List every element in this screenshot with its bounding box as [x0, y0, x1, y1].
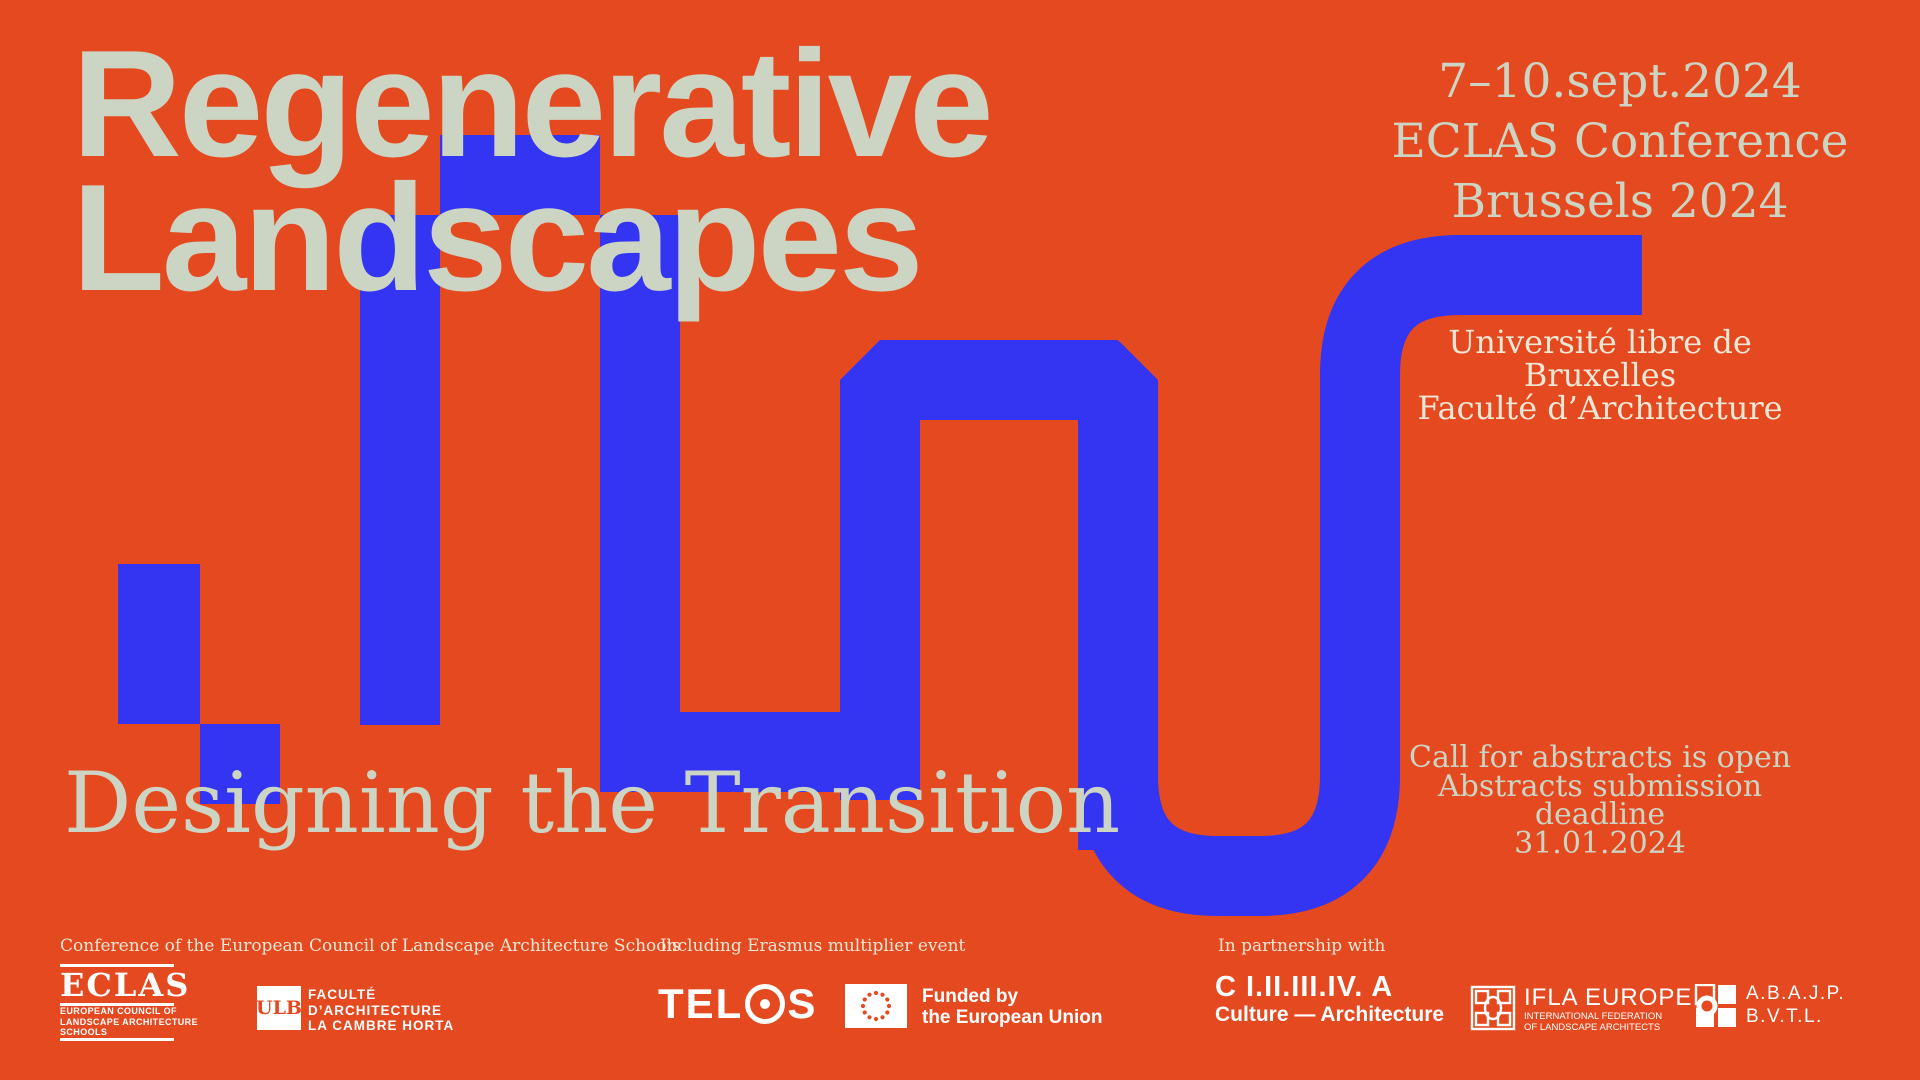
ulb-line1: FACULTÉ	[308, 987, 377, 1002]
eclas-subline1: EUROPEAN COUNCIL OF	[60, 1006, 177, 1016]
abajp-line1: A.B.A.J.P.	[1746, 983, 1846, 1004]
ulb-line3: LA CAMBRE HORTA	[308, 1018, 455, 1033]
ifla-wordmark: IFLA EUROPE	[1524, 984, 1693, 1011]
ulb-faculty-text: FACULTÉ D’ARCHITECTURE LA CAMBRE HORTA	[308, 987, 454, 1034]
poster-title-line1: Regenerative	[72, 19, 994, 189]
call-deadline: 31.01.2024	[1514, 825, 1686, 861]
ifla-subline1: INTERNATIONAL FEDERATION	[1524, 1011, 1663, 1022]
ifla-subline2: OF LANDSCAPE ARCHITECTS	[1524, 1021, 1661, 1033]
eclas-subline2: LANDSCAPE ARCHITECTURE	[60, 1016, 198, 1027]
host-faculty: Faculté d’Architecture	[1417, 389, 1783, 427]
ifla-subtext: INTERNATIONAL FEDERATION OF LANDSCAPE AR…	[1524, 1011, 1663, 1033]
eclas-subline3: SCHOOLS	[60, 1027, 108, 1037]
eclas-wordmark: ECLAS	[60, 966, 191, 1004]
telos-o-icon	[745, 984, 786, 1024]
event-name: ECLAS Conference	[1391, 114, 1849, 169]
telos-text-left: TEL	[658, 980, 744, 1027]
eu-flag-icon	[845, 984, 907, 1028]
telos-logo: TEL S	[658, 980, 818, 1027]
footer-label-partnership: In partnership with	[1218, 936, 1386, 956]
eclas-rule-top	[60, 964, 174, 967]
ifla-emblem-icon	[1470, 985, 1516, 1031]
call-for-abstracts-block: Call for abstracts is open Abstracts sub…	[1380, 740, 1820, 861]
footer-label-conference: Conference of the European Council of La…	[60, 936, 681, 956]
abajp-text: A.B.A.J.P. B.V.T.L.	[1746, 982, 1845, 1028]
ca-roman-line: C I.II.III.IV. A	[1215, 971, 1394, 1003]
footer-label-erasmus: Including Erasmus multiplier event	[660, 936, 966, 956]
abajp-line2: B.V.T.L.	[1746, 1006, 1823, 1027]
telos-text-right: S	[787, 980, 818, 1027]
eclas-rule-bottom	[60, 1037, 174, 1041]
poster-title-line2: Landscapes	[72, 153, 924, 323]
eclas-rule-mid	[60, 1003, 174, 1006]
call-line1: Call for abstracts is open	[1408, 740, 1792, 775]
event-dates: 7–10.sept.2024	[1438, 54, 1802, 109]
abajp-emblem-icon	[1694, 984, 1736, 1027]
ulb-box-icon: ULB	[256, 986, 302, 1030]
eu-text-line2: the European Union	[922, 1007, 1103, 1028]
eu-funding-text: Funded by the European Union	[922, 986, 1103, 1028]
host-block: Université libre de Bruxelles Faculté d’…	[1400, 326, 1800, 425]
poster-subtitle: Designing the Transition	[64, 754, 1121, 852]
eu-text-line1: Funded by	[922, 986, 1019, 1007]
eclas-logo: ECLAS EUROPEAN COUNCIL OF LANDSCAPE ARCH…	[60, 964, 198, 1041]
culture-architecture-logo: C I.II.III.IV. A Culture — Architecture	[1215, 972, 1444, 1028]
event-location: Brussels 2024	[1451, 174, 1789, 229]
call-line2: Abstracts submission deadline	[1437, 768, 1763, 832]
host-university: Université libre de Bruxelles	[1448, 323, 1752, 394]
event-info-block: 7–10.sept.2024 ECLAS Conference Brussels…	[1390, 52, 1850, 232]
ca-subtitle-line: Culture — Architecture	[1215, 1003, 1445, 1026]
ulb-line2: D’ARCHITECTURE	[308, 1002, 442, 1018]
